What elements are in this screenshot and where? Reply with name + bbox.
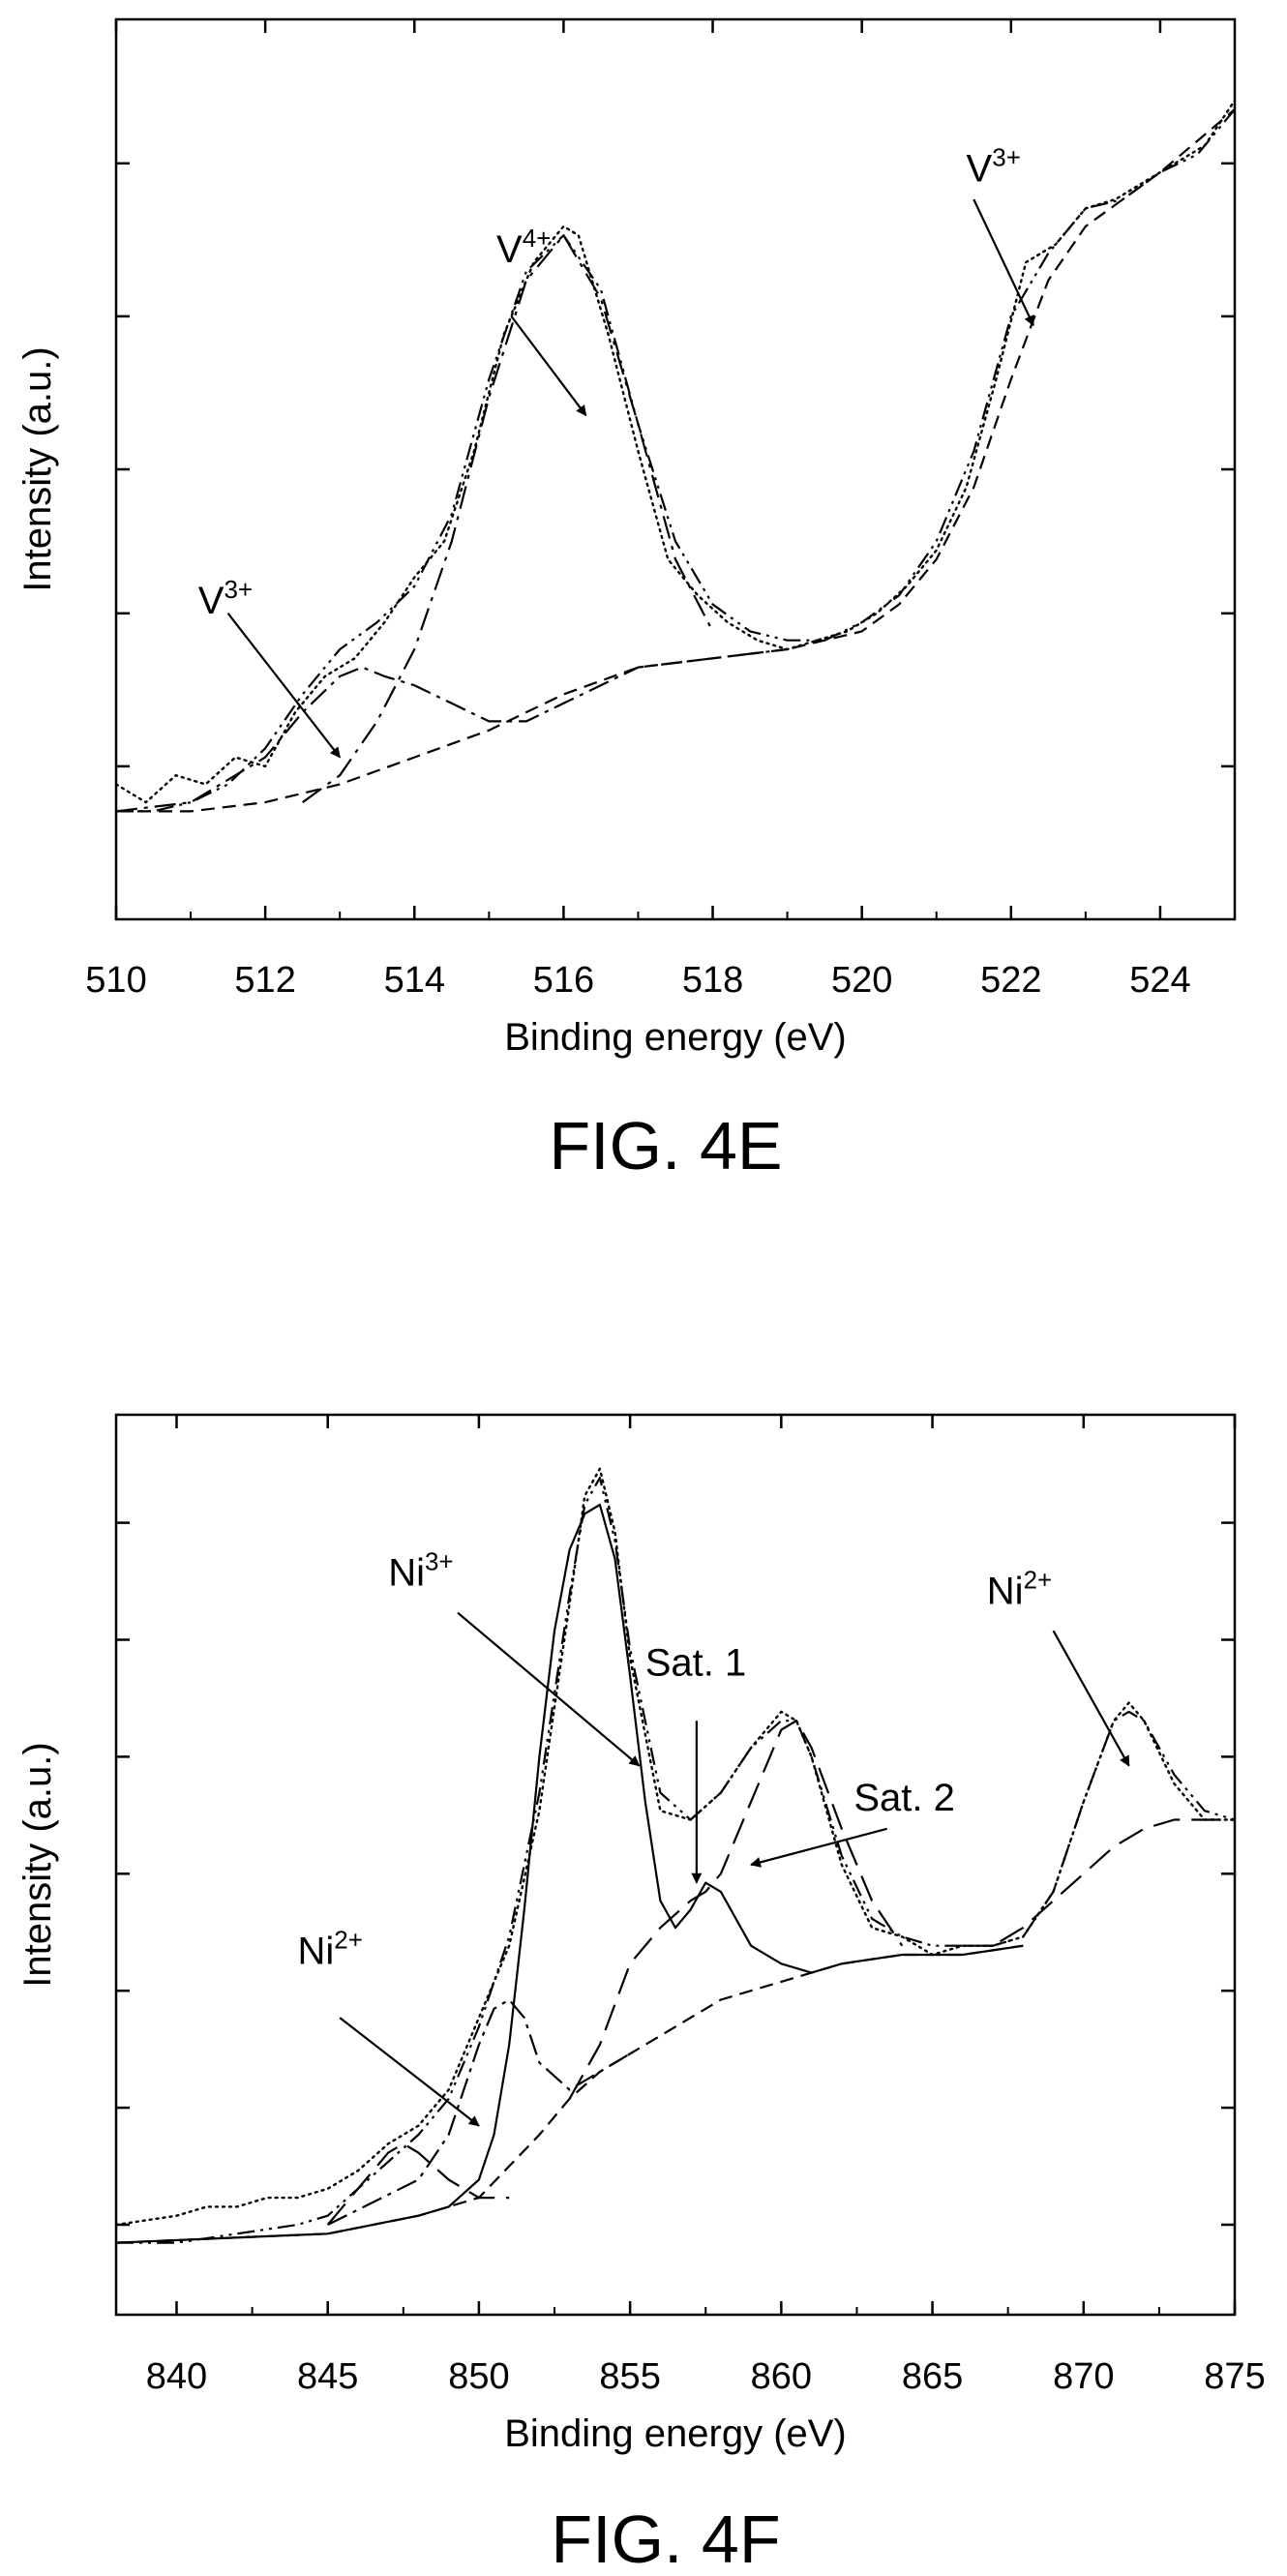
x-axis-label: Binding energy (eV) <box>504 1016 847 1059</box>
x-tick-label: 840 <box>146 2356 207 2397</box>
series-line-dash-dot-dot <box>116 1476 1235 2244</box>
annotation-label-base: V <box>496 228 523 271</box>
annotation-label: V3+ <box>967 142 1021 190</box>
x-tick-label: 870 <box>1053 2356 1114 2397</box>
x-tick-label: 514 <box>384 960 445 1001</box>
annotation-label: V4+ <box>496 224 551 271</box>
x-tick-label: 520 <box>831 960 892 1001</box>
series-line-solid <box>116 1503 1024 2244</box>
series-group <box>116 1467 1235 2244</box>
annotation-label-sup: 2+ <box>334 1925 363 1954</box>
series-line-long-dash <box>962 1818 1235 1947</box>
figure-caption: FIG. 4E <box>549 1108 782 1183</box>
x-tick-label: 518 <box>682 960 743 1001</box>
annotation-arrow <box>226 613 342 759</box>
annotation-arrow <box>510 315 587 417</box>
annotation-label: Sat. 1 <box>645 1642 747 1685</box>
y-axis-label: Intensity (a.u.) <box>16 346 59 591</box>
annotation-label-base: Sat. 1 <box>645 1642 747 1685</box>
annotation-label: Ni2+ <box>297 1925 362 1972</box>
figure-caption: FIG. 4F <box>551 2501 780 2576</box>
series-line-dashed <box>116 1944 1024 2244</box>
annotation-label: Ni3+ <box>388 1547 453 1595</box>
series-group <box>116 99 1235 813</box>
x-axis-label: Binding energy (eV) <box>504 2412 847 2455</box>
annotation-label-base: Ni <box>987 1570 1024 1612</box>
annotation-arrow <box>339 2017 480 2127</box>
annotation-label: V3+ <box>198 575 253 622</box>
x-tick-label: 845 <box>297 2356 358 2397</box>
annotation-label-sup: 4+ <box>523 224 552 253</box>
x-tick-label: 860 <box>751 2356 812 2397</box>
series-line-dotted <box>116 99 1235 804</box>
annotation-label-base: Sat. 2 <box>853 1777 955 1819</box>
chart-panel-4e: 510 512 514 516 518 520 522 524 Binding energy (… <box>16 17 1237 1183</box>
annotation-label: Ni2+ <box>987 1565 1052 1612</box>
annotation-label-base: Ni <box>297 1930 334 1972</box>
annotation-label-base: V <box>198 580 224 622</box>
x-tick-label: 850 <box>448 2356 509 2397</box>
x-tick-label: 522 <box>980 960 1041 1001</box>
x-tick-label: 865 <box>902 2356 963 2397</box>
chart-panel-4f: 840 845 850 855 860 865 870 875 Binding energy (… <box>16 1413 1266 2576</box>
series-line-dash-dot-peak <box>302 234 714 803</box>
annotation-label-base: V <box>967 147 993 190</box>
x-tick-label: 516 <box>533 960 594 1001</box>
series-line-dash-dot <box>116 647 788 813</box>
annotation-arrow <box>457 1611 641 1767</box>
annotation-arrow <box>750 1827 887 1868</box>
annotation-arrow <box>1052 1630 1130 1767</box>
annotation-label-sup: 2+ <box>1024 1565 1053 1594</box>
series-line-dotted <box>116 1467 1235 2227</box>
series-line-long-dash <box>568 1720 904 2100</box>
series-line-dash-dot <box>327 1998 631 2226</box>
series-line-dashed <box>116 108 1235 813</box>
annotation-arrow <box>973 198 1034 327</box>
x-tick-label: 510 <box>85 960 146 1001</box>
y-axis-label: Intensity (a.u.) <box>16 1742 59 1987</box>
annotation-label-base: Ni <box>388 1552 425 1595</box>
annotation-label: Sat. 2 <box>853 1777 955 1819</box>
series-line-dash-dot-dot <box>116 108 1235 813</box>
annotation-label-sup: 3+ <box>425 1547 454 1576</box>
plot-frame <box>114 1413 1237 2317</box>
plot-frame <box>114 17 1237 921</box>
x-tick-label: 855 <box>599 2356 660 2397</box>
annotation-label-sup: 3+ <box>992 142 1021 171</box>
x-tick-label: 524 <box>1129 960 1190 1001</box>
x-tick-label: 512 <box>234 960 295 1001</box>
series-line-long-dash <box>326 2142 510 2226</box>
x-tick-label: 875 <box>1204 2356 1265 2397</box>
annotation-label-sup: 3+ <box>224 575 253 604</box>
